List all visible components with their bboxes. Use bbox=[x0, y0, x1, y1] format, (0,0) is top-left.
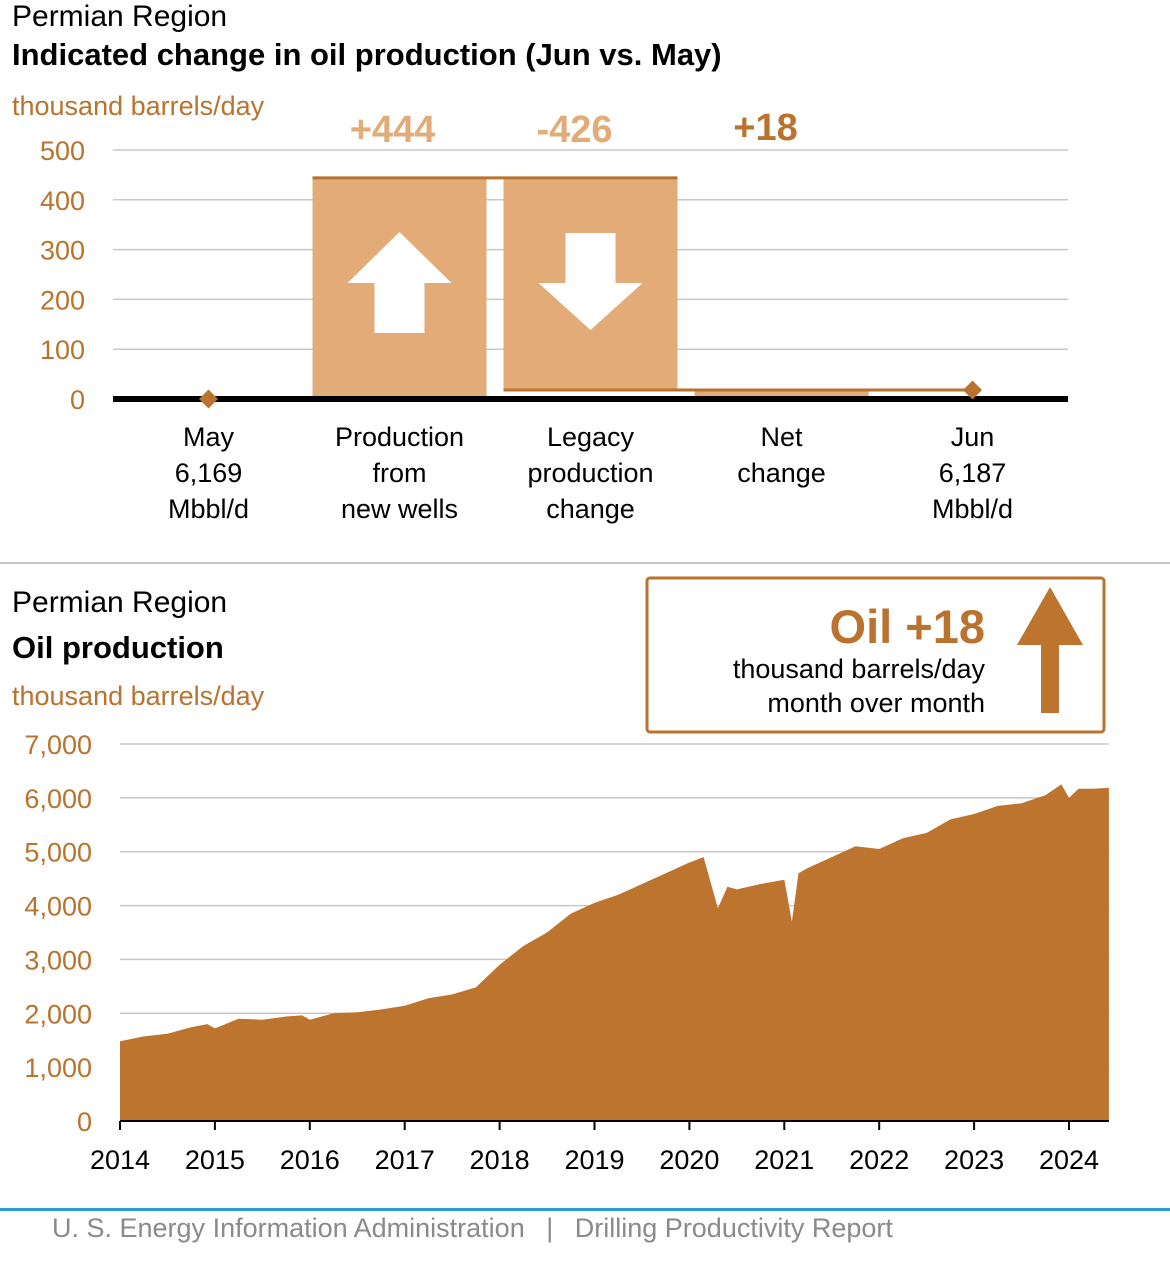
category-label-legacy: change bbox=[546, 494, 635, 524]
x-tick-label: 2021 bbox=[754, 1145, 814, 1175]
y-tick-label: 500 bbox=[40, 136, 85, 166]
value-label-new-wells: +444 bbox=[350, 109, 436, 151]
top-chart-region: Permian Region bbox=[12, 0, 228, 33]
x-tick-label: 2016 bbox=[280, 1145, 340, 1175]
bottom-chart-unit: thousand barrels/day bbox=[12, 681, 265, 711]
category-label-jun: Jun bbox=[951, 422, 995, 452]
diamond-marker bbox=[199, 389, 218, 409]
category-label-may: 6,169 bbox=[175, 458, 243, 488]
category-label-new: from bbox=[373, 458, 427, 488]
y-tick-label: 100 bbox=[40, 335, 85, 365]
footer-agency: U. S. Energy Information Administration bbox=[52, 1213, 525, 1243]
category-label-legacy: Legacy bbox=[547, 422, 635, 452]
category-label-new: Production bbox=[335, 422, 464, 452]
x-tick-label: 2023 bbox=[944, 1145, 1004, 1175]
category-label-jun: 6,187 bbox=[939, 458, 1007, 488]
footer-divider: | bbox=[546, 1213, 554, 1243]
bottom-chart-region: Permian Region bbox=[12, 586, 228, 619]
category-label-net: Net bbox=[760, 422, 803, 452]
x-tick-label: 2020 bbox=[659, 1145, 719, 1175]
footer-rule bbox=[0, 1208, 1170, 1211]
y-tick-label: 0 bbox=[77, 1107, 92, 1137]
x-tick-label: 2022 bbox=[849, 1145, 909, 1175]
down-arrow-icon bbox=[538, 233, 643, 330]
callout-line2: month over month bbox=[767, 688, 985, 718]
bar-net-change bbox=[694, 390, 869, 399]
footer-report: Drilling Productivity Report bbox=[574, 1213, 893, 1243]
callout-line1: thousand barrels/day bbox=[733, 654, 986, 684]
bottom-chart-title: Oil production bbox=[12, 630, 224, 665]
top-chart-title: Indicated change in oil production (Jun … bbox=[12, 37, 722, 72]
footer: U. S. Energy Information Administration … bbox=[52, 1213, 893, 1244]
y-tick-label: 300 bbox=[40, 236, 85, 266]
category-label-may: May bbox=[183, 422, 235, 452]
callout-box: Oil +18 thousand barrels/day month over … bbox=[645, 576, 1106, 734]
callout-headline: Oil +18 bbox=[830, 600, 985, 653]
section-divider bbox=[0, 562, 1170, 564]
y-tick-label: 4,000 bbox=[24, 892, 92, 922]
waterfall-chart: 0 100 200 300 400 500 +444 -426 +18 May 6,169 Mbbl/… bbox=[40, 107, 1068, 524]
y-tick-label: 0 bbox=[70, 385, 85, 415]
value-label-net-change: +18 bbox=[733, 107, 797, 149]
x-tick-label: 2024 bbox=[1039, 1145, 1099, 1175]
category-label-new: new wells bbox=[341, 494, 458, 524]
x-tick-label: 2018 bbox=[470, 1145, 530, 1175]
y-tick-label: 400 bbox=[40, 186, 85, 216]
x-tick-label: 2014 bbox=[90, 1145, 150, 1175]
x-tick-label: 2017 bbox=[375, 1145, 435, 1175]
y-tick-label: 3,000 bbox=[24, 945, 92, 975]
y-tick-label: 7,000 bbox=[24, 730, 92, 760]
y-tick-label: 5,000 bbox=[24, 838, 92, 868]
top-chart-unit: thousand barrels/day bbox=[12, 91, 265, 121]
x-tick-label: 2015 bbox=[185, 1145, 245, 1175]
diamond-marker bbox=[963, 380, 982, 400]
value-label-legacy: -426 bbox=[536, 109, 612, 151]
y-tick-label: 200 bbox=[40, 285, 85, 315]
up-arrow-icon bbox=[347, 232, 452, 333]
y-tick-label: 2,000 bbox=[24, 999, 92, 1029]
category-label-legacy: production bbox=[527, 458, 653, 488]
area-chart: 0 1,000 2,000 3,000 4,000 5,000 6,000 7,000 2014… bbox=[24, 730, 1109, 1175]
area-series-oil-production bbox=[120, 784, 1109, 1121]
category-label-jun: Mbbl/d bbox=[932, 494, 1013, 524]
x-tick-label: 2019 bbox=[564, 1145, 624, 1175]
up-arrow-icon bbox=[1017, 587, 1083, 713]
category-label-may: Mbbl/d bbox=[168, 494, 249, 524]
y-tick-label: 1,000 bbox=[24, 1053, 92, 1083]
category-label-net: change bbox=[737, 458, 826, 488]
y-tick-label: 6,000 bbox=[24, 784, 92, 814]
